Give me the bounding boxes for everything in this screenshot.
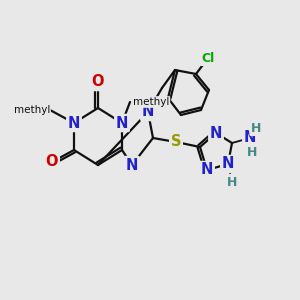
Text: N: N [142,104,154,119]
Text: Cl: Cl [201,52,214,64]
Text: methyl: methyl [14,105,50,115]
Text: O: O [46,154,58,169]
Text: H: H [247,146,257,158]
Text: O: O [92,74,104,89]
Text: N: N [116,116,128,130]
Text: N: N [68,116,80,130]
Text: methyl: methyl [133,97,170,107]
Text: N: N [244,130,256,146]
Text: H: H [251,122,261,134]
Text: S: S [171,134,181,149]
Text: N: N [126,158,138,172]
Text: H: H [227,176,237,188]
Text: N: N [210,125,222,140]
Text: N: N [201,163,213,178]
Text: N: N [222,157,234,172]
